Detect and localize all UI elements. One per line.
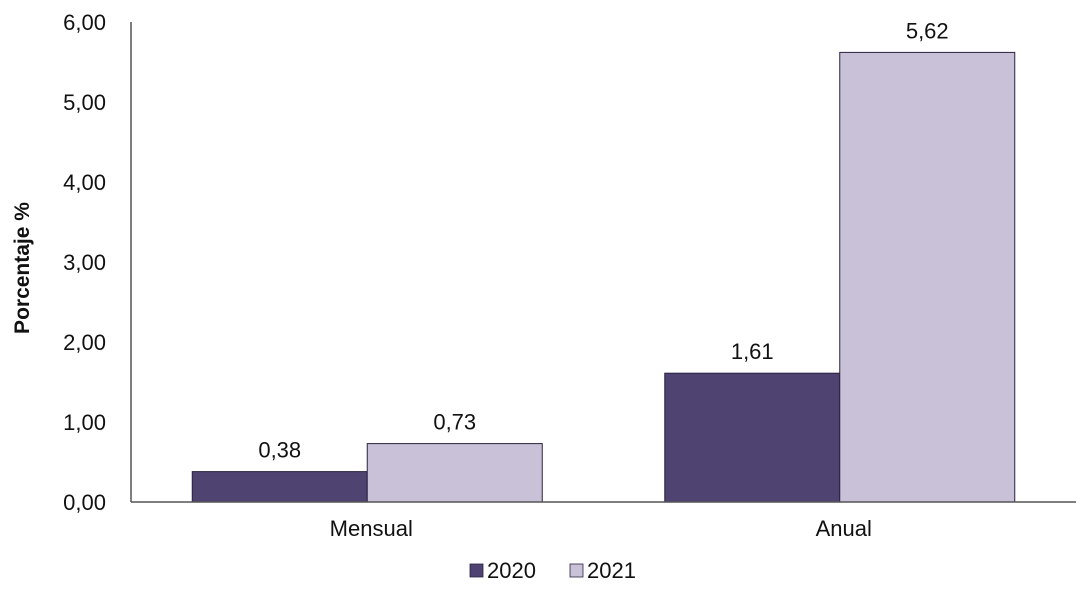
legend-label-2020: 2020 [487,558,536,583]
bar-2021-mensual [366,443,543,503]
y-tick-label: 4,00 [63,170,106,195]
x-axis-categories: Mensual Anual [330,516,872,541]
y-tick-label: 2,00 [63,330,106,355]
legend-swatch-2020 [469,563,484,578]
x-category-label: Mensual [330,516,413,541]
data-labels: 0,38 0,73 1,61 5,62 [258,18,948,462]
y-tick-label: 3,00 [63,250,106,275]
legend-swatch-2021 [569,563,584,578]
data-label-2020-mensual: 0,38 [258,438,301,463]
y-axis-title: Porcentaje % [11,202,34,334]
legend-label-2021: 2021 [587,558,636,583]
bar-2021-anual [839,51,1016,503]
axes [130,22,1076,503]
bars [191,51,1016,503]
legend: 2020 2021 [469,558,636,583]
y-tick-label: 6,00 [63,10,106,35]
x-category-label: Anual [816,516,872,541]
bar-2020-anual [664,372,841,503]
y-axis-ticks: 0,00 1,00 2,00 3,00 4,00 5,00 6,00 [63,10,106,515]
y-axis-title-group: Porcentaje % [11,202,34,334]
y-tick-label: 5,00 [63,90,106,115]
data-label-2021-mensual: 0,73 [433,410,476,435]
y-tick-label: 0,00 [63,490,106,515]
data-label-2021-anual: 5,62 [906,18,949,43]
y-tick-label: 1,00 [63,410,106,435]
data-label-2020-anual: 1,61 [731,339,774,364]
bar-2020-mensual [191,471,368,503]
